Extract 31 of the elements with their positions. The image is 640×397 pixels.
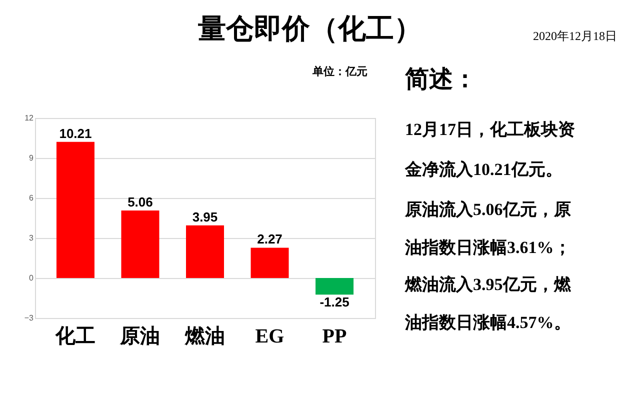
text: 简述： [404, 66, 477, 93]
bar [316, 278, 354, 295]
bar [56, 142, 94, 278]
data-label: 5.06 [128, 194, 153, 210]
x-tick-label: PP [322, 326, 347, 348]
y-tick-label: 12 [24, 114, 34, 122]
y-tick-label: 9 [29, 154, 34, 162]
chart-title: 量仓即价（化工） [197, 14, 422, 45]
text: 2020年12月18日 [533, 29, 617, 43]
y-tick-label: 6 [29, 194, 34, 202]
data-label: 3.95 [192, 209, 218, 224]
text: 油指数日涨幅3.61%； [404, 238, 571, 257]
text: 原油流入5.06亿元，原 [404, 200, 571, 219]
data-label: -1.25 [320, 294, 350, 310]
bar [186, 225, 224, 278]
x-tick-label: 原油 [119, 326, 160, 348]
x-tick-label: 燃油 [184, 326, 225, 348]
y-tick-label: 3 [29, 234, 34, 242]
x-tick-label: EG [255, 326, 285, 348]
text: 金净流入10.21亿元。 [404, 160, 562, 179]
x-tick-label: 化工 [54, 326, 96, 348]
y-tick-label: 0 [29, 274, 34, 282]
text: 12月17日，化工板块资 [405, 120, 575, 139]
data-label: 10.21 [59, 126, 92, 141]
text: 燃油流入3.95亿元，燃 [404, 275, 572, 294]
text: 单位：亿元 [312, 65, 368, 78]
y-tick-label: −3 [24, 314, 34, 322]
text: 油指数日涨幅4.57%。 [404, 313, 571, 332]
bar [250, 248, 289, 278]
data-label: 2.27 [257, 232, 282, 247]
bar [121, 210, 160, 278]
